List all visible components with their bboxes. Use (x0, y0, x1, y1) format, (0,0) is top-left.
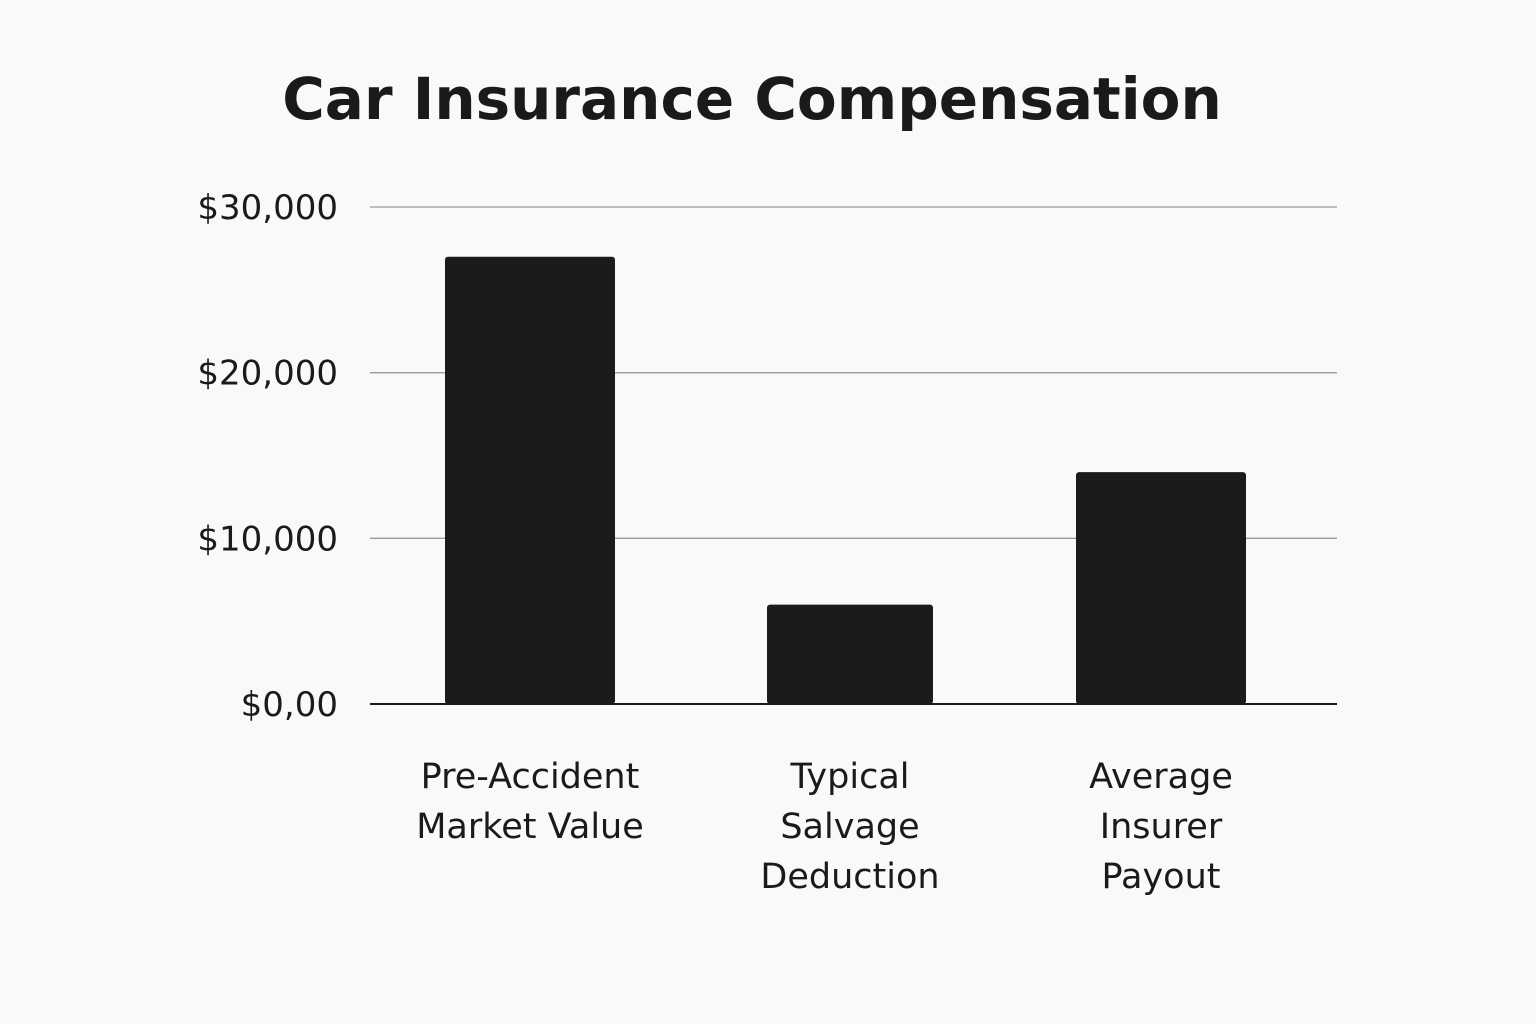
x-category-label-line: Pre-Accident (421, 757, 640, 797)
x-category-label-line: Typical (790, 757, 910, 797)
y-tick-label: $20,000 (197, 354, 338, 394)
x-category-label-line: Average (1089, 757, 1233, 797)
x-axis-category-labels: Pre-Accident Market Value Typical Salvage De… (416, 757, 1233, 897)
x-category-label-line: Market Value (416, 807, 644, 847)
y-tick-label: $30,000 (197, 188, 338, 228)
bars (445, 256, 1246, 704)
x-category-label-line: Payout (1101, 857, 1220, 897)
bar (767, 604, 933, 704)
bar (445, 256, 615, 704)
x-category-label: Average Insurer Payout (1089, 757, 1233, 897)
y-tick-label: $0,00 (241, 685, 338, 725)
x-category-label-line: Insurer (1100, 807, 1223, 847)
chart-title: Car Insurance Compensation (282, 65, 1222, 133)
x-category-label: Typical Salvage Deduction (760, 757, 939, 897)
y-axis-tick-labels: $0,00 $10,000 $20,000 $30,000 (197, 188, 338, 725)
y-tick-label: $10,000 (197, 519, 338, 559)
x-category-label-line: Salvage (780, 807, 919, 847)
bar (1076, 472, 1246, 704)
x-category-label-line: Deduction (760, 857, 939, 897)
x-category-label: Pre-Accident Market Value (416, 757, 644, 847)
